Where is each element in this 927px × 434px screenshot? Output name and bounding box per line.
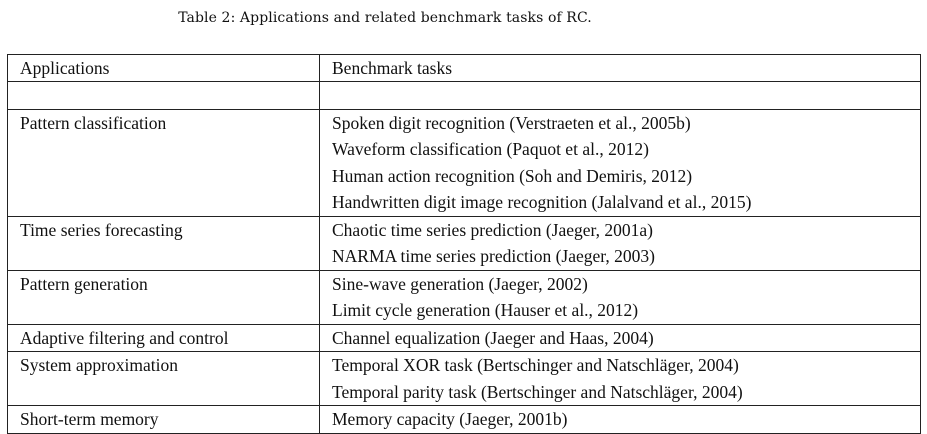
application-cell: Adaptive filtering and control xyxy=(7,323,320,352)
table-row: System approximation Temporal XOR task (B… xyxy=(7,351,921,379)
benchmark-task-cell: NARMA time series prediction (Jaeger, 20… xyxy=(319,243,921,270)
benchmark-task-cell: Sine-wave generation (Jaeger, 2002) xyxy=(319,269,921,297)
application-cell xyxy=(7,189,320,216)
separator-cell xyxy=(319,81,921,109)
application-cell: Pattern generation xyxy=(7,269,320,297)
application-cell xyxy=(7,243,320,270)
application-cell xyxy=(7,136,320,163)
benchmark-task-cell: Human action recognition (Soh and Demiri… xyxy=(319,162,921,189)
application-cell: System approximation xyxy=(7,351,320,379)
table-row: Handwritten digit image recognition (Jal… xyxy=(7,189,921,216)
benchmark-task-cell: Waveform classification (Paquot et al., … xyxy=(319,136,921,163)
header-applications: Applications xyxy=(7,54,320,82)
application-cell xyxy=(7,297,320,324)
table-row: Temporal parity task (Bertschinger and N… xyxy=(7,378,921,406)
benchmark-task-cell: Spoken digit recognition (Verstraeten et… xyxy=(319,108,921,136)
table-row: Adaptive filtering and control Channel eq… xyxy=(7,323,921,352)
header-benchmark-tasks: Benchmark tasks xyxy=(319,54,921,82)
benchmark-task-cell: Chaotic time series prediction (Jaeger, … xyxy=(319,215,921,243)
table-row: Waveform classification (Paquot et al., … xyxy=(7,136,921,163)
table-row: Short-term memory Memory capacity (Jaeger… xyxy=(7,405,921,434)
benchmark-task-cell: Handwritten digit image recognition (Jal… xyxy=(319,189,921,216)
table-caption: Table 2: Applications and related benchm… xyxy=(178,10,592,26)
benchmark-task-cell: Temporal XOR task (Bertschinger and Nats… xyxy=(319,351,921,379)
separator-cell xyxy=(7,81,320,109)
table-header-row: Applications Benchmark tasks xyxy=(7,54,921,82)
application-cell: Time series forecasting xyxy=(7,215,320,243)
benchmark-task-cell: Memory capacity (Jaeger, 2001b) xyxy=(319,405,921,434)
table-row: NARMA time series prediction (Jaeger, 20… xyxy=(7,243,921,270)
header-separator xyxy=(7,81,921,109)
benchmark-task-cell: Channel equalization (Jaeger and Haas, 2… xyxy=(319,323,921,352)
benchmark-table: Applications Benchmark tasks Pattern cla… xyxy=(7,54,921,434)
benchmark-task-cell: Limit cycle generation (Hauser et al., 2… xyxy=(319,297,921,324)
application-cell: Pattern classification xyxy=(7,108,320,136)
table-row: Time series forecasting Chaotic time seri… xyxy=(7,215,921,243)
application-cell xyxy=(7,378,320,406)
table-row: Limit cycle generation (Hauser et al., 2… xyxy=(7,297,921,324)
table-row: Pattern generation Sine-wave generation (… xyxy=(7,269,921,297)
application-cell: Short-term memory xyxy=(7,405,320,434)
application-cell xyxy=(7,162,320,189)
table-row: Pattern classification Spoken digit recog… xyxy=(7,108,921,136)
benchmark-task-cell: Temporal parity task (Bertschinger and N… xyxy=(319,378,921,406)
table-row: Human action recognition (Soh and Demiri… xyxy=(7,162,921,189)
